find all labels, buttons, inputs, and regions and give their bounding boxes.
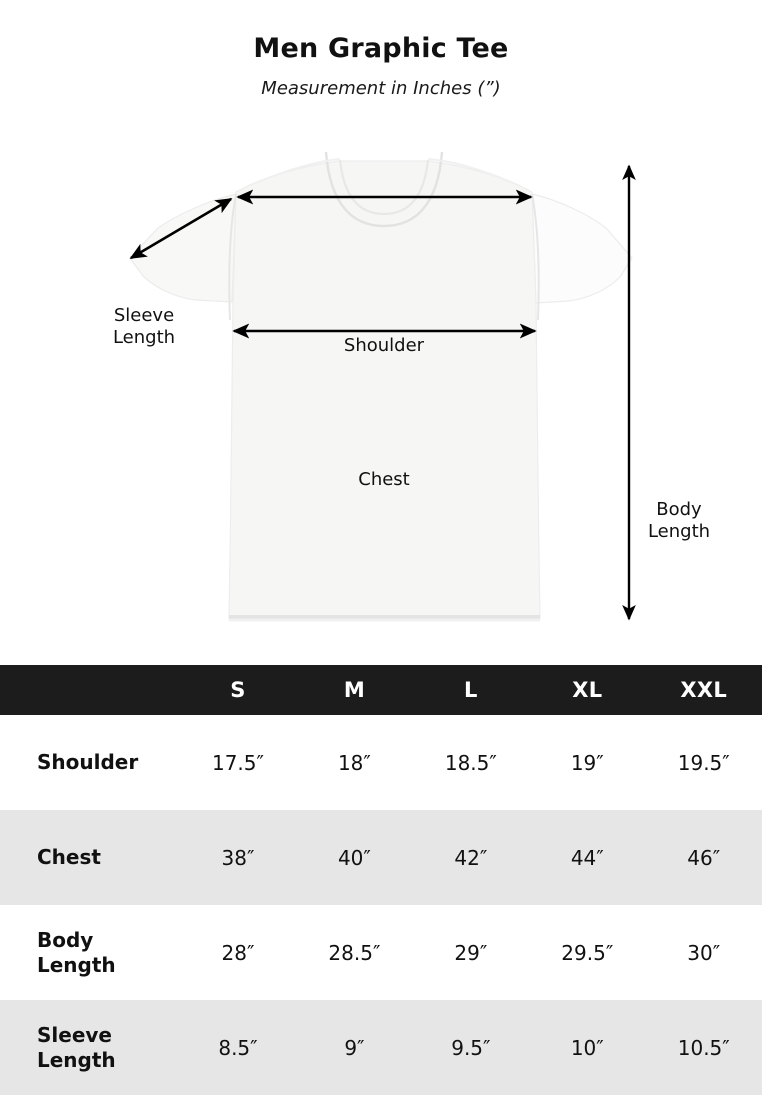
sleeve-right xyxy=(531,193,633,304)
size-header-m: M xyxy=(343,678,366,702)
size-header-s: S xyxy=(230,678,246,702)
tshirt-illustration xyxy=(129,151,636,622)
table-row-sleeve-length: Sleeve Length 8.5″ 9″ 9.5″ 10″ 10.5″ xyxy=(0,1000,762,1095)
torso xyxy=(228,160,541,620)
cell-chest-l: 42″ xyxy=(454,845,488,870)
table-corner-cell xyxy=(0,665,180,715)
cell-shoulder-l: 18.5″ xyxy=(444,750,497,775)
cell-chest-xxl: 46″ xyxy=(687,845,721,870)
cell-shoulder-m: 18″ xyxy=(337,750,371,775)
tshirt-shape xyxy=(129,151,633,622)
size-header-xxl: XXL xyxy=(680,678,728,702)
page-title: Men Graphic Tee xyxy=(253,33,509,64)
size-header-l: L xyxy=(464,678,478,702)
table-header-row: S M L XL XXL xyxy=(0,665,762,715)
cell-sleeve-length-m: 9″ xyxy=(344,1035,365,1060)
tshirt-diagram: Sleeve Length Shoulder Chest Body Length xyxy=(0,130,762,665)
cell-shoulder-s: 17.5″ xyxy=(211,750,264,775)
shoulder-seam-left xyxy=(247,158,341,187)
cell-chest-xl: 44″ xyxy=(570,845,604,870)
cell-body-length-m: 28.5″ xyxy=(328,940,381,965)
cell-chest-s: 38″ xyxy=(221,845,255,870)
cell-sleeve-length-xl: 10″ xyxy=(570,1035,604,1060)
table-body: Shoulder 17.5″ 18″ 18.5″ 19″ 19.5″ Chest… xyxy=(0,715,762,1095)
row-label-chest: Chest xyxy=(37,845,101,870)
chest-label: Chest xyxy=(358,469,410,490)
row-label-body-length: Body Length xyxy=(37,928,116,977)
measurement-arrows xyxy=(129,164,636,621)
row-label-sleeve-length: Sleeve Length xyxy=(37,1023,116,1072)
chart-header: Men Graphic Tee Measurement in Inches (”… xyxy=(0,0,762,130)
cell-body-length-xl: 29.5″ xyxy=(561,940,614,965)
cell-sleeve-length-xxl: 10.5″ xyxy=(677,1035,730,1060)
size-header-xl: XL xyxy=(572,678,603,702)
cell-shoulder-xl: 19″ xyxy=(570,750,604,775)
sleeve-length-arrow xyxy=(129,197,233,260)
row-label-shoulder: Shoulder xyxy=(37,750,139,775)
shoulder-seam-right xyxy=(427,158,521,187)
cell-sleeve-length-l: 9.5″ xyxy=(451,1035,491,1060)
collar-inner xyxy=(338,159,430,216)
cell-body-length-s: 28″ xyxy=(221,940,255,965)
cell-shoulder-xxl: 19.5″ xyxy=(677,750,730,775)
cell-sleeve-length-s: 8.5″ xyxy=(218,1035,258,1060)
armhole-seam-right xyxy=(531,193,540,321)
table-header: S M L XL XXL xyxy=(0,665,762,715)
shoulder-label: Shoulder xyxy=(343,335,425,356)
sleeve-length-label: Sleeve Length xyxy=(112,305,176,348)
body-length-label: Body Length xyxy=(647,499,711,542)
cell-body-length-l: 29″ xyxy=(454,940,488,965)
size-chart-table: S M L XL XXL Shoulder 17.5″ 18″ 18.5″ 19… xyxy=(0,665,762,1095)
cell-chest-m: 40″ xyxy=(337,845,371,870)
page-subtitle: Measurement in Inches (”) xyxy=(261,77,501,99)
table-row-body-length: Body Length 28″ 28.5″ 29″ 29.5″ 30″ xyxy=(0,905,762,1000)
cell-body-length-xxl: 30″ xyxy=(687,940,721,965)
table-row-chest: Chest 38″ 40″ 42″ 44″ 46″ xyxy=(0,810,762,905)
table-row-shoulder: Shoulder 17.5″ 18″ 18.5″ 19″ 19.5″ xyxy=(0,715,762,810)
